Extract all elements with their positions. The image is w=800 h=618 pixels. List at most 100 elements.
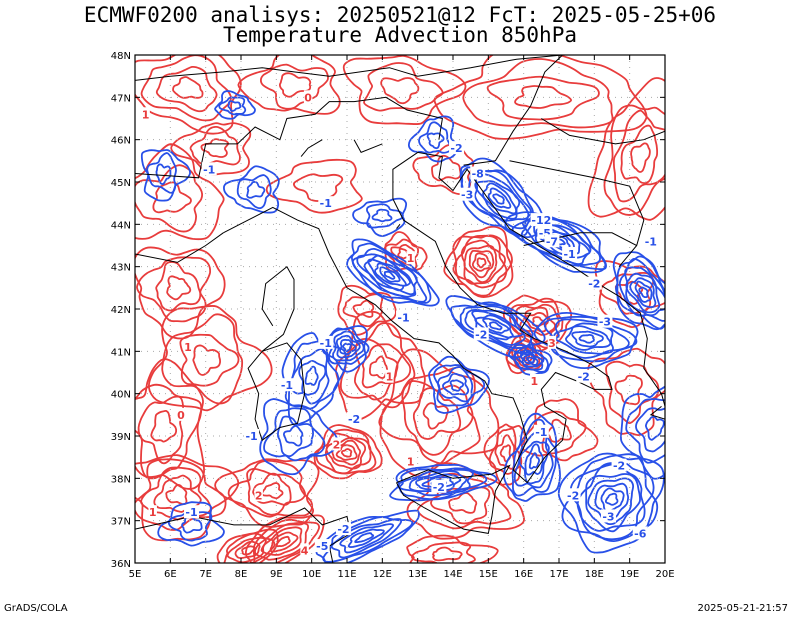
contour-label: 4 <box>301 544 309 557</box>
coastline-segment <box>135 515 270 530</box>
contour-line <box>502 294 573 353</box>
footer-timestamp: 2025-05-21-21:57 <box>697 603 788 614</box>
contour-line <box>401 380 474 456</box>
contour-label-bg <box>431 479 447 493</box>
contour-label-bg <box>332 437 341 451</box>
contour-line <box>605 360 660 425</box>
contour-label-bg <box>565 488 581 502</box>
lon-tick-label: 11E <box>337 569 356 580</box>
lat-tick-label: 48N <box>111 51 131 62</box>
contour-label: -1 <box>185 506 197 519</box>
contour-line <box>241 545 256 556</box>
contour-line <box>135 55 242 135</box>
contour-label-bg <box>385 369 394 383</box>
contour-line <box>431 154 462 182</box>
contour-line <box>411 541 476 563</box>
contour-label: -2 <box>337 523 349 536</box>
contour-line <box>486 75 600 121</box>
contour-line <box>346 238 440 307</box>
contour-line <box>147 304 273 412</box>
coastline-segment <box>247 342 306 442</box>
contour-line <box>519 351 544 368</box>
contour-line <box>513 345 549 373</box>
lat-tick-label: 47N <box>111 93 131 104</box>
contour-line <box>371 208 393 223</box>
contour-line <box>406 534 499 563</box>
lat-tick-label: 38N <box>111 474 131 485</box>
contour-line <box>452 234 513 297</box>
contour-line <box>368 355 389 379</box>
contour-line <box>140 149 191 202</box>
contour-line <box>408 115 458 163</box>
contour-label-bg <box>184 505 200 519</box>
contour-line <box>511 418 558 497</box>
contour-line <box>474 314 514 339</box>
contour-line <box>634 280 653 303</box>
contour-label: 1 <box>142 108 150 121</box>
contour-label: 0 <box>177 409 185 422</box>
contour-line <box>511 213 607 271</box>
contour-line <box>374 262 407 287</box>
contour-line <box>261 482 284 500</box>
contour-line <box>604 492 619 506</box>
contour-line <box>342 55 467 126</box>
contour-line <box>170 122 252 176</box>
contour-line <box>629 277 657 309</box>
contour-line <box>525 356 536 364</box>
contour-label-bg <box>562 246 578 260</box>
lon-tick-label: 10E <box>302 569 321 580</box>
contour-label: -1 <box>535 426 547 439</box>
contour-line <box>433 55 648 140</box>
contour-line <box>630 142 651 173</box>
contour-line <box>450 301 534 356</box>
contour-line <box>487 187 512 209</box>
contour-line <box>564 325 612 351</box>
contour-line <box>513 427 554 489</box>
longitude-tick-labels: 5E 6E 7E 8E 9E 10E 11E 12E 13E 14E 15E 16E 17E 18E 19E… <box>129 569 675 580</box>
contour-line <box>135 454 240 542</box>
contour-label-bg <box>406 251 415 265</box>
contour-line <box>161 313 244 405</box>
contour-label-bg <box>201 162 217 176</box>
contour-label-bg <box>547 335 557 349</box>
lat-tick-label: 42N <box>111 305 131 316</box>
contour-line <box>576 462 646 532</box>
coastline-segment <box>541 118 665 145</box>
contour-label: -8 <box>472 168 484 181</box>
lon-tick-label: 19E <box>620 569 639 580</box>
contour-label: -2 <box>588 278 600 291</box>
lon-tick-label: 8E <box>235 569 248 580</box>
contour-line <box>625 272 661 314</box>
contour-label: 2 <box>255 489 263 502</box>
contour-line <box>433 364 486 407</box>
contour-line <box>252 472 292 506</box>
contour-line <box>259 63 329 110</box>
contour-label: -1 <box>397 311 409 324</box>
lat-lon-gridlines <box>135 55 665 563</box>
coastline-segment <box>438 156 665 407</box>
contour-line <box>278 72 312 98</box>
contour-line <box>383 270 396 280</box>
contour-label: 1 <box>530 375 538 388</box>
contour-line <box>503 412 561 502</box>
contour-label: -2 <box>613 460 625 473</box>
contour-line <box>351 247 428 303</box>
contour-line <box>520 217 601 266</box>
contour-label: -2 <box>475 328 487 341</box>
contour-line <box>135 143 225 241</box>
contour-line <box>304 365 319 386</box>
lon-tick-label: 13E <box>408 569 427 580</box>
contour-label: -5 <box>316 540 328 553</box>
contour-label-bg <box>586 276 602 290</box>
contour-line <box>337 284 397 336</box>
contour-line <box>237 55 341 115</box>
contour-line <box>443 225 514 298</box>
lon-tick-label: 6E <box>164 569 177 580</box>
contour-label: -2 <box>348 413 360 426</box>
lat-tick-label: 40N <box>111 390 131 401</box>
contour-line <box>352 197 408 237</box>
contour-label-bg <box>597 314 613 328</box>
contour-line <box>459 157 544 239</box>
contour-label-bg <box>611 458 627 472</box>
contour-label: -12 <box>531 214 551 227</box>
